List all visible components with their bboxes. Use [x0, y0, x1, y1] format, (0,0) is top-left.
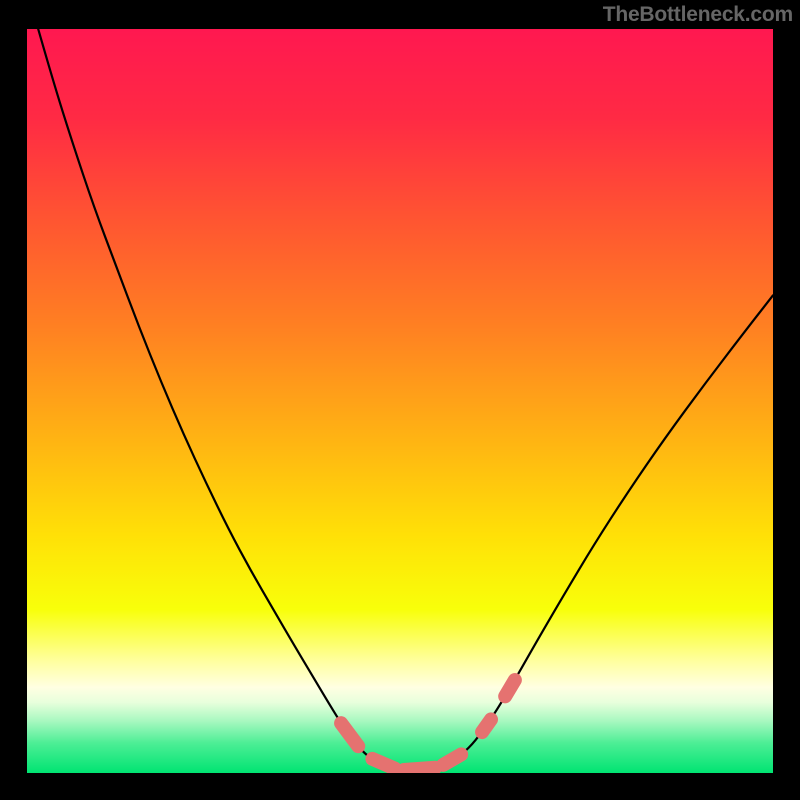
bottleneck-curve-chart	[0, 0, 800, 800]
watermark-text: TheBottleneck.com	[603, 3, 793, 27]
chart-frame: TheBottleneck.com	[0, 0, 800, 800]
